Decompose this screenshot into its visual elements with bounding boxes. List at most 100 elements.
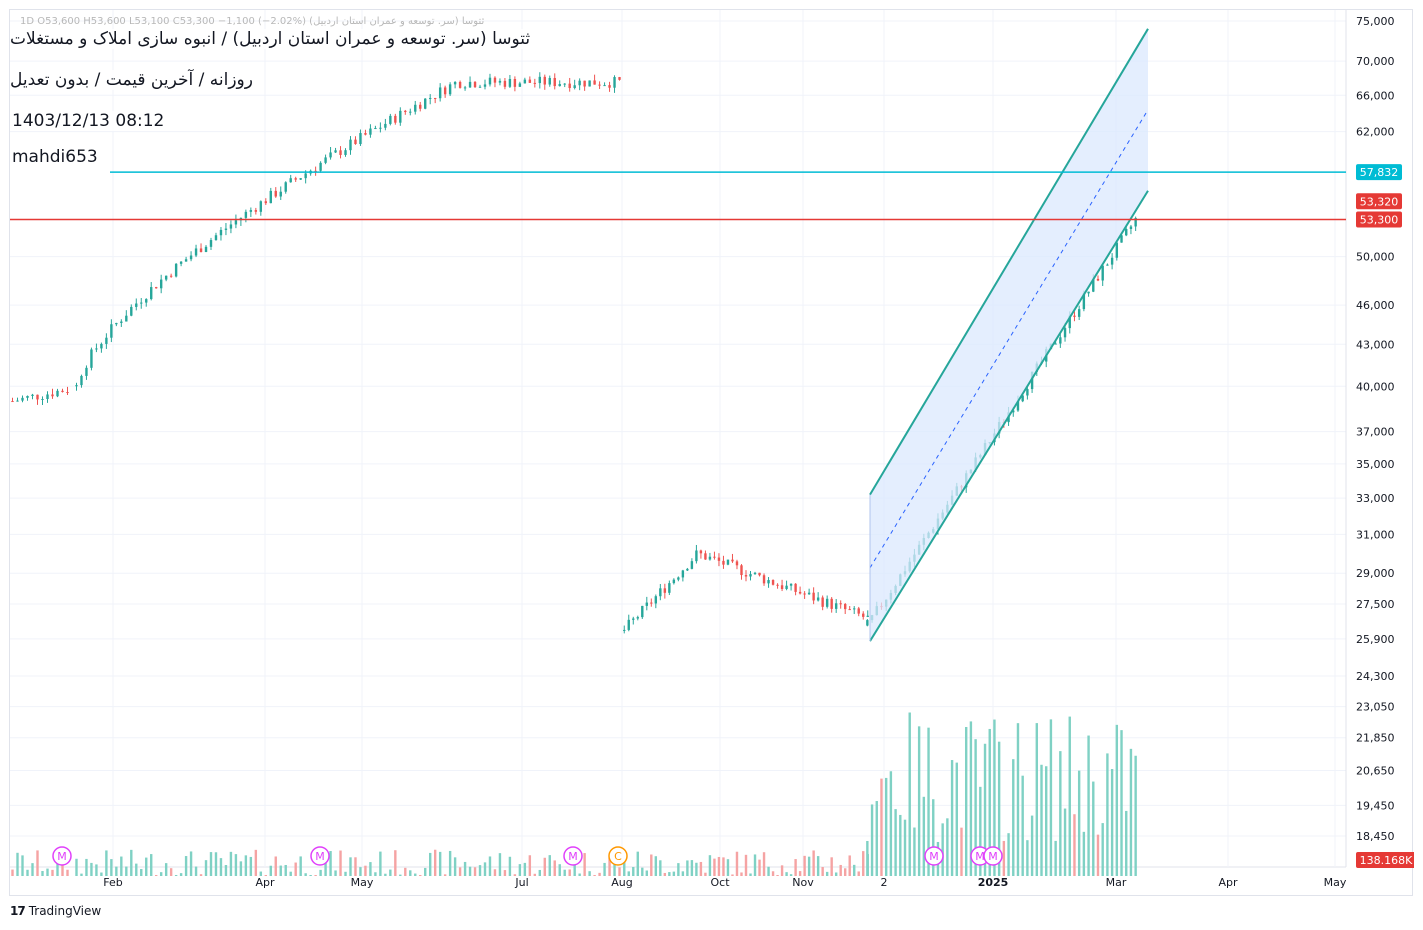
x-tick-label: Mar — [1106, 876, 1127, 889]
candle-body — [488, 77, 492, 85]
volume-bar — [448, 850, 452, 876]
volume-bar — [632, 866, 635, 876]
candle-body — [672, 579, 676, 584]
candle-body — [254, 210, 258, 212]
volume-tag: 138.168K — [1356, 852, 1414, 868]
candle-body — [26, 395, 29, 398]
volume-bar — [404, 867, 407, 876]
candle — [259, 200, 263, 216]
candle — [654, 594, 658, 609]
volume-bar — [608, 857, 611, 876]
y-tick-label: 33,000 — [1356, 492, 1395, 505]
volume-bar — [259, 871, 263, 876]
candle-body — [762, 575, 766, 584]
volume-bar — [31, 863, 34, 876]
volume-bar — [1115, 724, 1119, 876]
brand-name: TradingView — [28, 904, 102, 918]
candle — [488, 73, 492, 87]
candle-body — [636, 617, 639, 619]
volume-bar — [699, 861, 703, 876]
candle-body — [483, 84, 487, 87]
candle-body — [749, 574, 752, 577]
candle — [384, 118, 387, 131]
candle — [194, 244, 198, 258]
candle — [31, 393, 34, 400]
volume-bar — [979, 786, 982, 876]
volume-bar — [853, 864, 856, 876]
volume-bar — [159, 872, 163, 876]
marker-label: M — [568, 850, 578, 863]
volume-bar — [264, 875, 267, 876]
candle — [785, 580, 788, 591]
candle — [473, 81, 477, 88]
candle — [866, 610, 869, 618]
marker-label: M — [315, 850, 325, 863]
volume-bar — [419, 875, 422, 876]
volume-bar — [513, 874, 517, 876]
volume-bar — [46, 868, 49, 876]
candle-body — [690, 561, 694, 569]
volume-bar — [1073, 814, 1076, 876]
candle — [468, 76, 472, 88]
candle — [66, 386, 69, 396]
candle-body — [668, 583, 671, 593]
candle — [169, 273, 173, 278]
candle — [1115, 242, 1119, 261]
candle — [159, 274, 163, 294]
candle-body — [830, 598, 833, 609]
candle — [21, 395, 24, 403]
candle-body — [174, 263, 178, 277]
candle-body — [374, 128, 377, 130]
candle — [174, 263, 178, 278]
candle — [1073, 311, 1076, 322]
candle — [46, 391, 49, 403]
volume-bar — [593, 875, 596, 876]
volume-bar — [155, 875, 158, 876]
volume-bar — [1110, 769, 1114, 876]
volume-bar — [776, 875, 779, 876]
volume-bar — [294, 862, 297, 876]
candle — [771, 579, 775, 586]
candle-body — [862, 613, 865, 617]
volume-bar — [508, 856, 512, 876]
candle — [483, 79, 487, 90]
volume-bar — [645, 870, 648, 876]
price-chart[interactable]: 75,000 70,000 66,000 62,000 50,000 46,000 43,0… — [10, 10, 1414, 897]
volume-bar — [767, 866, 770, 876]
volume-bar — [704, 872, 707, 876]
candle — [354, 136, 357, 145]
candle-body — [61, 390, 64, 393]
tradingview-brand[interactable]: 17 TradingView — [10, 904, 101, 918]
candle-body — [816, 597, 820, 601]
candle — [110, 319, 113, 343]
candle-body — [224, 228, 228, 230]
y-tick-label: 19,450 — [1356, 799, 1395, 812]
candle — [713, 551, 716, 560]
candle-body — [458, 81, 462, 88]
candle — [588, 80, 591, 87]
volume-bar — [1063, 808, 1067, 876]
volume-bar — [433, 849, 437, 876]
candle-body — [1012, 410, 1015, 413]
candle — [140, 297, 143, 309]
candle-body — [731, 559, 734, 562]
candle-body — [740, 565, 743, 576]
volume-bar — [623, 855, 626, 876]
volume-bar — [463, 861, 467, 876]
candle-body — [463, 87, 467, 89]
candle — [613, 75, 616, 93]
candle — [695, 544, 698, 564]
volume-bar — [528, 855, 532, 876]
candle — [41, 396, 44, 406]
candle-body — [508, 78, 512, 87]
candle-body — [274, 190, 277, 197]
volume-bar — [983, 743, 987, 876]
price-tag-bg — [1356, 193, 1402, 210]
volume-bar — [110, 859, 113, 876]
candle-body — [1110, 257, 1114, 265]
marker-label: M — [988, 850, 998, 863]
candle — [762, 573, 766, 586]
candle-body — [399, 110, 402, 123]
volume-bar — [740, 872, 743, 876]
